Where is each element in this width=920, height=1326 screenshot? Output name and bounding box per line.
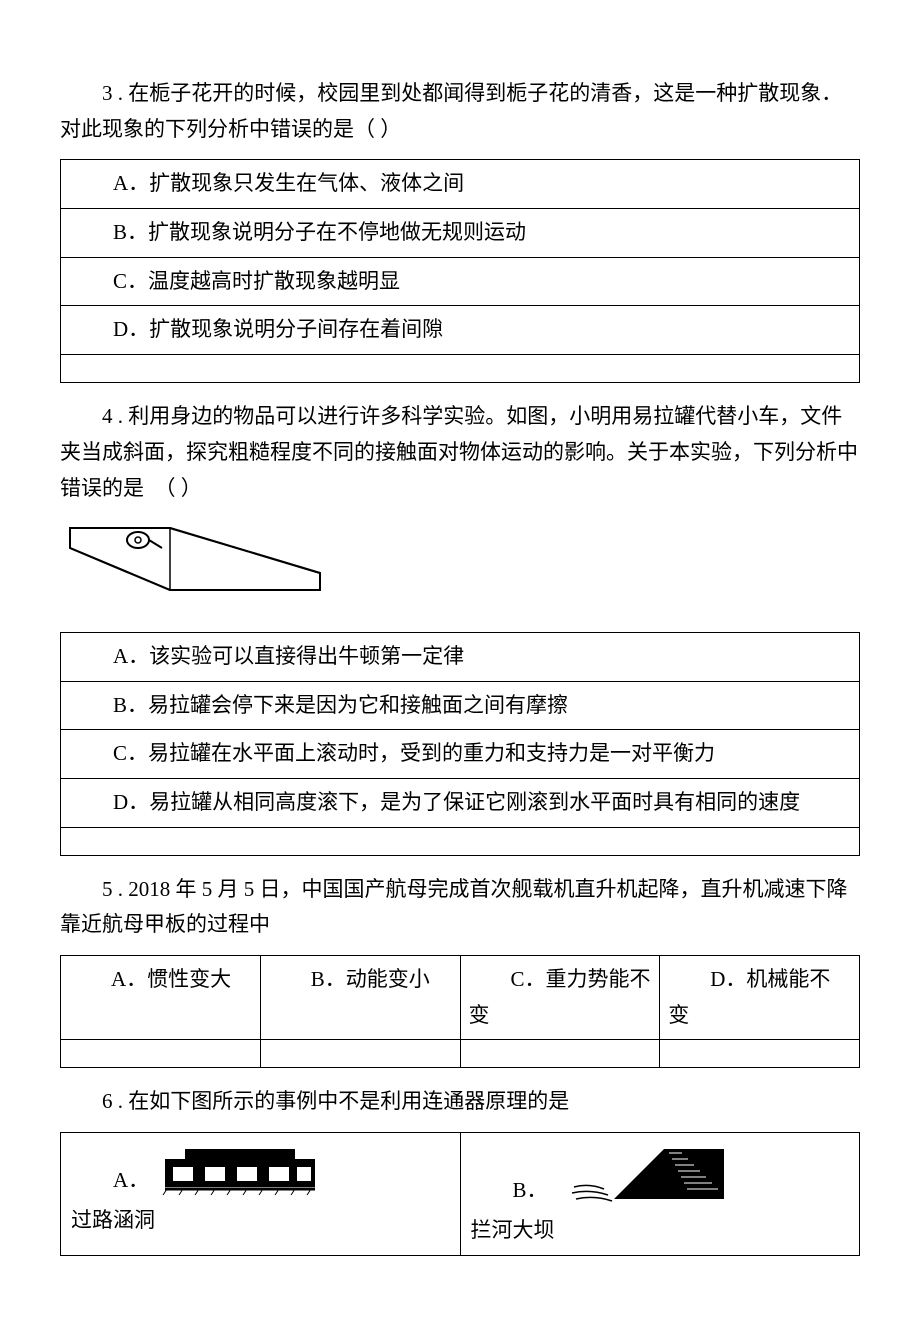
q4-text: 4 . 利用身边的物品可以进行许多科学实验。如图，小明用易拉罐代替小车，文件夹当…	[60, 399, 860, 506]
q4-option-a: A．该实验可以直接得出牛顿第一定律	[61, 632, 860, 681]
dam-icon	[554, 1139, 734, 1209]
q4-option-b: B．易拉罐会停下来是因为它和接触面之间有摩擦	[61, 681, 860, 730]
q5-options-table: A．惯性变大 B．动能变小 C．重力势能不变 D．机械能不变	[60, 955, 860, 1068]
q5-option-c: C．重力势能不变	[469, 962, 652, 1033]
q3-empty-row	[61, 355, 860, 383]
q4-option-d: D．易拉罐从相同高度滚下，是为了保证它刚滚到水平面时具有相同的速度	[61, 778, 860, 827]
q3-option-a: A．扩散现象只发生在气体、液体之间	[61, 160, 860, 209]
q4-options-table: A．该实验可以直接得出牛顿第一定律 B．易拉罐会停下来是因为它和接触面之间有摩擦…	[60, 632, 860, 856]
q5-option-d: D．机械能不变	[668, 962, 851, 1033]
q6-text: 6 . 在如下图所示的事例中不是利用连通器原理的是	[60, 1084, 860, 1120]
q3-options-table: A．扩散现象只发生在气体、液体之间 B．扩散现象说明分子在不停地做无规则运动 C…	[60, 159, 860, 383]
q5-option-a: A．惯性变大	[69, 962, 252, 998]
ramp-icon	[60, 518, 330, 608]
culvert-icon	[155, 1139, 325, 1199]
q3-option-d: D．扩散现象说明分子间存在着间隙	[61, 306, 860, 355]
q3-option-c: C．温度越高时扩散现象越明显	[61, 257, 860, 306]
q6-option-b-cell: B．	[471, 1139, 850, 1249]
q3-text: 3 . 在栀子花开的时候，校园里到处都闻得到栀子花的清香，这是一种扩散现象．对此…	[60, 76, 860, 147]
q6-option-a-caption: 过路涵洞	[71, 1203, 155, 1239]
q6-option-a-cell: A．	[71, 1139, 450, 1239]
q6-option-a-letter: A．	[71, 1163, 149, 1199]
q4-empty-row	[61, 827, 860, 855]
q6-option-b-caption: 拦河大坝	[471, 1213, 555, 1249]
q6-options-table: A．	[60, 1132, 860, 1256]
q3-option-b: B．扩散现象说明分子在不停地做无规则运动	[61, 209, 860, 258]
q4-option-c: C．易拉罐在水平面上滚动时，受到的重力和支持力是一对平衡力	[61, 730, 860, 779]
q4-figure	[60, 518, 860, 620]
q5-option-b: B．动能变小	[269, 962, 452, 998]
q5-text: 5 . 2018 年 5 月 5 日，中国国产航母完成首次舰载机直升机起降，直升…	[60, 872, 860, 943]
q6-option-b-letter: B．	[471, 1173, 548, 1209]
